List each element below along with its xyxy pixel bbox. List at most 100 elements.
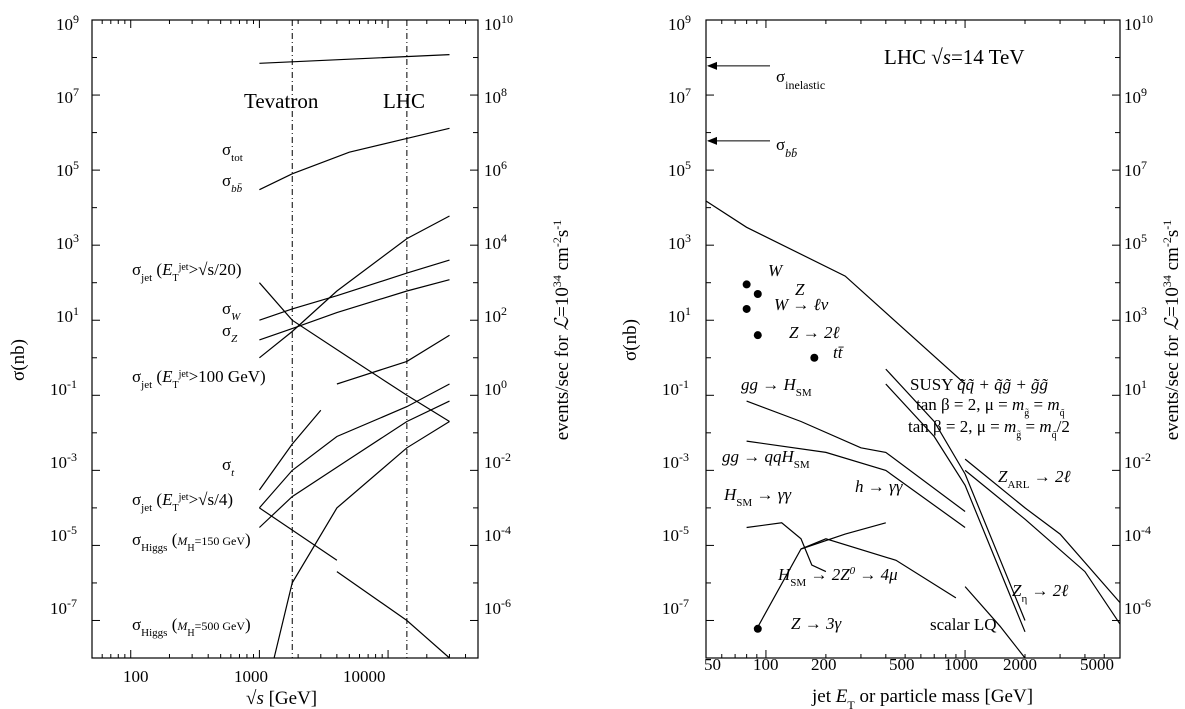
left-plot-frame — [91, 19, 479, 659]
right-y2label: events/sec for ℒ=1034 cm-2s-1 — [1160, 220, 1183, 441]
left-y2label: events/sec for ℒ=1034 cm-2s-1 — [550, 220, 573, 441]
right-xlabel: jet ET or particle mass [GeV] — [811, 686, 1033, 709]
right-xtick-50: 50 — [704, 655, 721, 674]
series-line-3 — [259, 259, 450, 321]
right-curves — [705, 61, 1121, 659]
label-susy-1: tan β = 2, μ = mg̃ = mq̃ — [916, 395, 1065, 419]
left-ytick-5: 101 — [56, 304, 79, 326]
arrow-head-0 — [707, 61, 717, 70]
series-line-0 — [259, 54, 450, 64]
right-xtick-100: 100 — [753, 655, 779, 674]
label-sigma-higgs-150: σHiggs (MH=150 GeV) — [132, 530, 251, 554]
right-points — [742, 280, 819, 633]
point-2 — [742, 304, 751, 313]
left-y2tick-1: 1010 — [484, 12, 513, 34]
right-ytick-8: 10-5 — [662, 523, 689, 545]
series-line-0 — [705, 200, 966, 385]
right-ytick-7: 10-3 — [662, 450, 689, 472]
left-ytick-8: 10-5 — [50, 523, 77, 545]
label-h-gg: h → γγ — [855, 477, 904, 496]
series-line-3 — [746, 522, 827, 573]
left-ytick-3: 105 — [56, 158, 79, 180]
left-y2tick-4: 104 — [484, 231, 507, 253]
left-y2tick-8: 10-4 — [484, 523, 511, 545]
left-y2tick-6: 100 — [484, 377, 507, 399]
right-ytick-6: 10-1 — [662, 377, 689, 399]
label-sigma-inelastic: σinelastic — [776, 67, 825, 92]
right-y2tick-4: 105 — [1124, 231, 1147, 253]
right-ytick-1: 109 — [668, 12, 691, 34]
right-y2tick-9: 10-6 — [1124, 596, 1151, 618]
right-xtick-1000: 1000 — [944, 655, 978, 674]
right-y2tick-6: 101 — [1124, 377, 1147, 399]
series-line-1 — [259, 127, 450, 191]
left-xlabel: √s [GeV] — [246, 688, 317, 709]
left-tick-marks — [91, 19, 479, 659]
label-z: Z — [795, 280, 805, 299]
right-ytick-3: 105 — [668, 158, 691, 180]
series-line-5 — [756, 538, 957, 630]
right-xtick-5000: 5000 — [1080, 655, 1114, 674]
left-ytick-7: 10-3 — [50, 450, 77, 472]
right-title: LHC √s=14 TeV — [884, 45, 1025, 69]
right-ytick-9: 10-7 — [662, 596, 689, 618]
series-line-9 — [964, 469, 1121, 625]
left-curves — [258, 20, 450, 659]
series-line-10 — [964, 586, 1026, 659]
label-z-3g: Z → 3γ — [791, 614, 842, 633]
point-5 — [753, 624, 762, 633]
left-y2tick-3: 106 — [484, 158, 507, 180]
tevatron-label: Tevatron — [244, 89, 319, 113]
label-zeta: Zη → 2ℓ — [1012, 581, 1068, 605]
label-sigma-jet-4: σjet (ETjet>√s/4) — [132, 490, 233, 514]
left-ytick-9: 10-7 — [50, 596, 77, 618]
series-line-4 — [259, 279, 450, 341]
point-3 — [753, 331, 762, 340]
label-hsm-4mu: HSM → 2Z0 → 4μ — [777, 565, 898, 589]
right-xtick-2000: 2000 — [1003, 655, 1037, 674]
right-xtick-500: 500 — [889, 655, 915, 674]
series-line-7 — [336, 334, 450, 385]
point-1 — [753, 290, 762, 299]
label-susy-2: tan β = 2, μ = mg̃ = mq̃/2 — [908, 417, 1070, 441]
point-0 — [742, 280, 751, 289]
right-tick-marks — [705, 19, 1121, 659]
label-zarl: ZARL → 2ℓ — [998, 467, 1071, 491]
left-xtick-10000: 10000 — [343, 667, 386, 686]
label-sigma-jet-20: σjet (ETjet>√s/20) — [132, 260, 242, 284]
label-gg-qqhsm: gg → qqHSM — [722, 447, 810, 471]
label-sigma-w: σW — [222, 299, 241, 323]
label-w-lnu: W → ℓν — [774, 295, 829, 314]
left-ylabel: σ(nb) — [8, 339, 29, 381]
series-line-2 — [746, 440, 966, 528]
series-line-5 — [258, 282, 450, 423]
lhc-label-left: LHC — [383, 89, 425, 113]
right-ytick-2: 107 — [668, 85, 691, 107]
series-line-8 — [964, 458, 1121, 603]
left-y2tick-7: 10-2 — [484, 450, 511, 472]
label-sigma-higgs-500: σHiggs (MH=500 GeV) — [132, 615, 251, 639]
label-hsm-gg: HSM → γγ — [723, 485, 792, 509]
right-y2tick-7: 10-2 — [1124, 450, 1151, 472]
label-sigma-bb-right: σbb̄ — [776, 135, 797, 160]
series-line-6 — [885, 368, 1026, 621]
left-ytick-2: 107 — [56, 85, 79, 107]
right-y2tick-3: 107 — [1124, 158, 1147, 180]
series-line-11 — [259, 507, 338, 561]
label-sigma-bb: σbb̄ — [222, 171, 243, 195]
right-ytick-4: 103 — [668, 231, 691, 253]
label-ttbar: tt̄ — [833, 343, 845, 362]
series-line-4 — [800, 522, 886, 550]
series-line-9 — [258, 400, 450, 528]
right-panel: 109 107 105 103 101 10-1 10-3 10-5 10-7 … — [620, 12, 1183, 709]
label-sigma-tot: σtot — [222, 140, 243, 164]
series-line-7 — [885, 383, 1026, 633]
label-sigma-z: σZ — [222, 321, 238, 345]
right-y2tick-1: 1010 — [1124, 12, 1153, 34]
left-panel: 109 107 105 103 101 10-1 10-3 10-5 10-7 … — [8, 12, 573, 709]
arrow-head-1 — [707, 136, 717, 145]
label-susy: SUSY q̃q̃ + q̃g̃ + g̃g̃ — [910, 375, 1048, 394]
label-scalar-lq: scalar LQ — [930, 615, 997, 634]
label-sigma-jet-100: σjet (ETjet>100 GeV) — [132, 367, 266, 391]
